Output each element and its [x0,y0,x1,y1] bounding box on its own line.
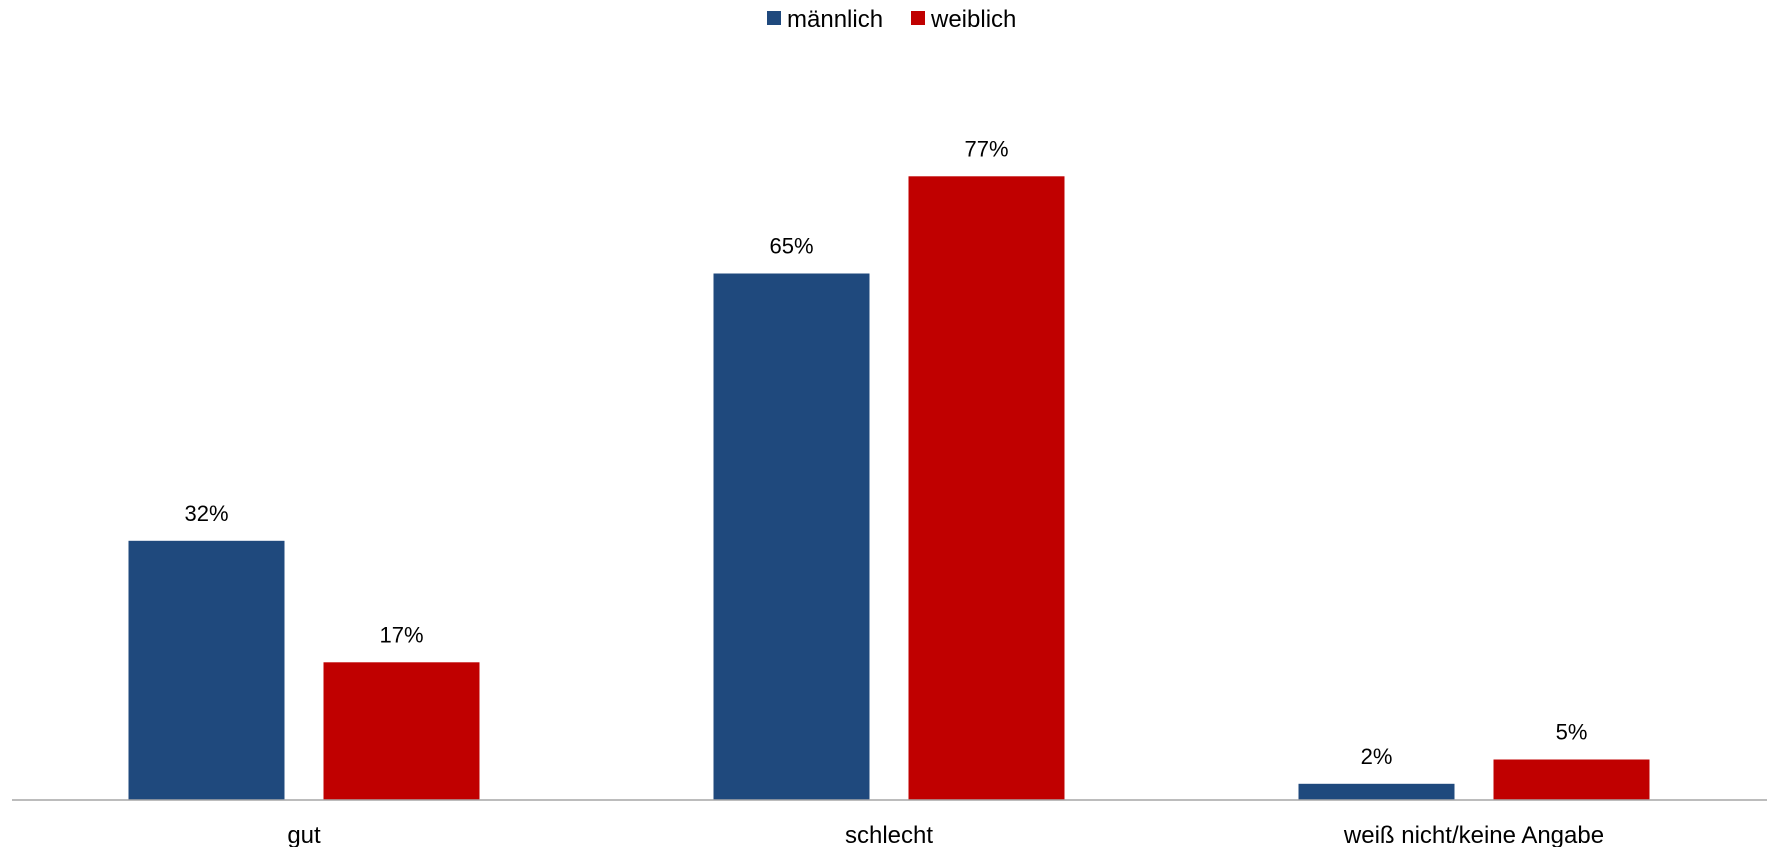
legend-swatch-weiblich [911,11,925,25]
x-tick-label-gut: gut [287,822,321,847]
bar-maennlich-gut [128,540,285,800]
data-label-maennlich-weiss-nicht-keine-angabe: 2% [1361,744,1393,769]
data-label-weiblich-gut: 17% [379,622,423,647]
data-label-maennlich-schlecht: 65% [769,234,813,259]
x-tick-label-weiss-nicht-keine-angabe: weiß nicht/keine Angabe [1343,822,1604,847]
legend-swatch-maennlich [767,11,781,25]
legend: männlich weiblich [767,6,1016,33]
data-label-weiblich-schlecht: 77% [964,136,1008,161]
bar-weiblich-gut [323,662,480,800]
bar-maennlich-weiss-nicht-keine-angabe [1298,783,1455,800]
data-label-maennlich-gut: 32% [184,501,228,526]
legend-label-maennlich: männlich [787,6,883,33]
x-tick-label-schlecht: schlecht [845,822,933,847]
bar-weiblich-weiss-nicht-keine-angabe [1493,759,1650,800]
data-label-weiblich-weiss-nicht-keine-angabe: 5% [1556,720,1588,745]
bar-weiblich-schlecht [908,176,1065,801]
bar-maennlich-schlecht [713,273,870,800]
plot-area: 32% 17% gut 65% 77% schlecht 2% 5% weiß nicht/ke… [128,136,1650,849]
legend-label-weiblich: weiblich [930,6,1016,33]
